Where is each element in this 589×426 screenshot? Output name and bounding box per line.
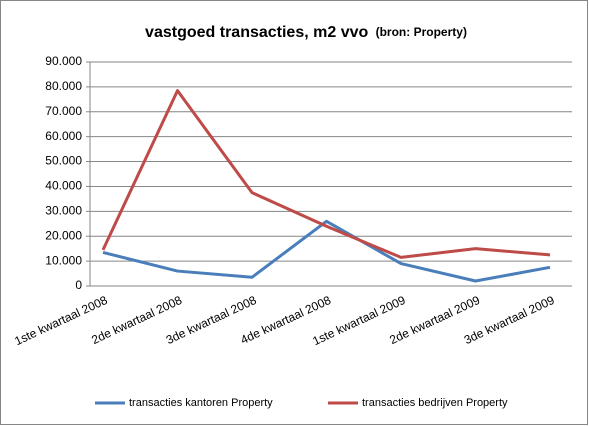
y-tick-label: 30.000 (45, 204, 82, 218)
series-line (102, 219, 551, 283)
legend-label: transacties kantoren Property (129, 397, 273, 409)
chart-title: vastgoed transacties, m2 vvo (145, 24, 368, 41)
y-tick-label: 40.000 (45, 179, 82, 193)
y-tick-label: 80.000 (45, 79, 82, 93)
y-tick-label: 60.000 (45, 129, 82, 143)
y-tick-label: 20.000 (45, 228, 82, 242)
y-tick-label: 0 (75, 278, 82, 292)
y-tick-label: 90.000 (45, 54, 82, 68)
y-tick-label: 50.000 (45, 154, 82, 168)
y-tick-label: 10.000 (45, 253, 82, 267)
chart-subtitle: (bron: Property) (376, 25, 467, 39)
series-line (101, 89, 551, 259)
legend-label: transacties bedrijven Property (362, 397, 508, 409)
y-tick-label: 70.000 (45, 104, 82, 118)
chart-title-group: vastgoed transacties, m2 vvo (bron: Prop… (145, 24, 467, 41)
